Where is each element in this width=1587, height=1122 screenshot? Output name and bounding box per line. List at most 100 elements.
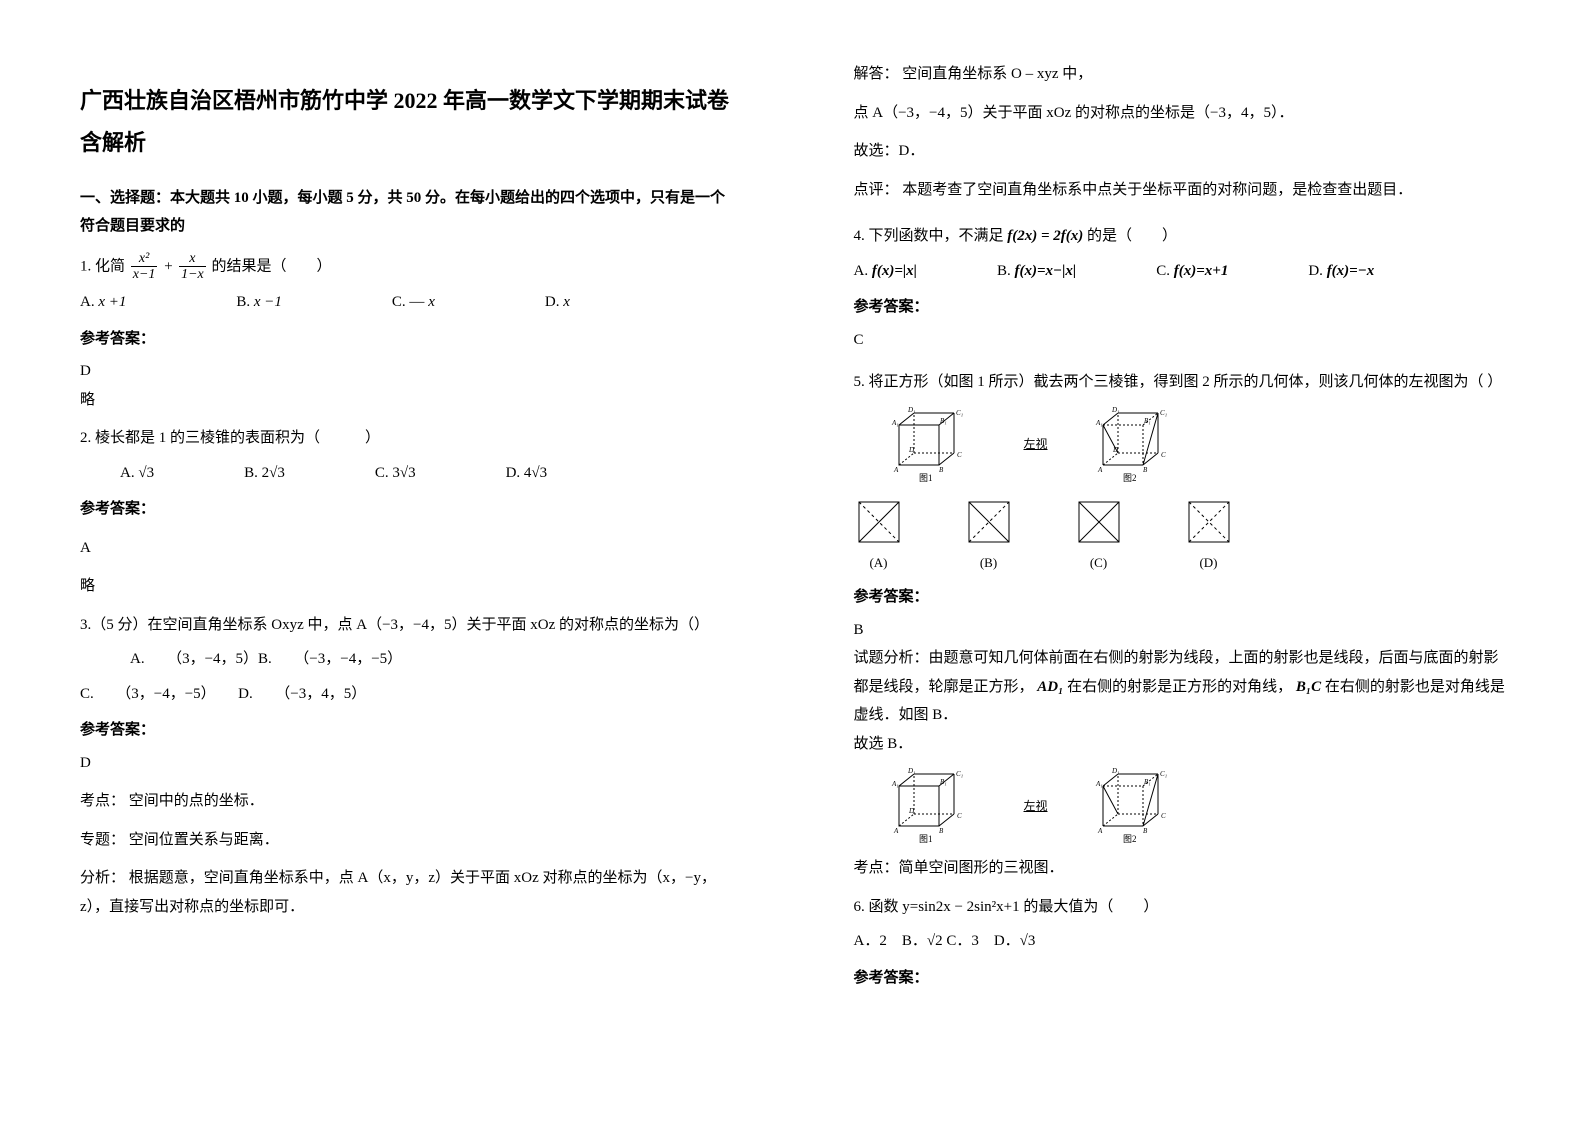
view-A-icon — [854, 497, 904, 547]
cube-fig1-icon: A B C D A₁ B₁ C₁ D₁ 图1 — [854, 405, 1014, 485]
q3-jieda-l2: 点 A（−3，−4，5）关于平面 xOz 的对称点的坐标是（−3，4，5）． — [854, 99, 1508, 128]
zuoshi-label-2: 左视 — [1024, 795, 1048, 818]
svg-text:D: D — [908, 807, 914, 815]
q2-optB: B. 2√3 — [244, 459, 285, 488]
q3-optsCD: C. （3，−4，−5） D. （−3，4，5） — [80, 680, 734, 709]
q1-answer: D — [80, 357, 734, 386]
view-C-icon — [1074, 497, 1124, 547]
q4-answer: C — [854, 326, 1508, 355]
view-A: (A) — [854, 497, 904, 576]
q4-answer-label: 参考答案： — [854, 293, 1508, 322]
q2-answer-label: 参考答案： — [80, 495, 734, 524]
svg-text:B₁: B₁ — [1144, 778, 1151, 786]
q1-answer-label: 参考答案： — [80, 325, 734, 354]
svg-text:B₁: B₁ — [940, 778, 947, 786]
q1-stem-post: 的结果是（ ） — [211, 258, 331, 274]
q1-stem-pre: 1. 化简 — [80, 258, 129, 274]
q2-options: A. √3 B. 2√3 C. 3√3 D. 4√3 — [120, 459, 734, 488]
right-column: 解答： 空间直角坐标系 O – xyz 中， 点 A（−3，−4，5）关于平面 … — [794, 0, 1587, 1122]
svg-text:A₁: A₁ — [891, 780, 899, 788]
svg-text:D: D — [1112, 446, 1118, 454]
q3-jieda: 解答： 空间直角坐标系 O – xyz 中， — [854, 60, 1508, 89]
q3-fenxi: 分析： 根据题意，空间直角坐标系中，点 A（x，y，z）关于平面 xOz 对称点… — [80, 864, 734, 921]
q3-stem: 3.（5 分）在空间直角坐标系 Oxyz 中，点 A（−3，−4，5）关于平面 … — [80, 611, 734, 640]
svg-text:A₁: A₁ — [891, 419, 899, 427]
svg-text:B: B — [1143, 466, 1148, 474]
q1-options: A. x +1 B. x −1 C. — x D. x — [80, 288, 734, 317]
q5-figures-2: A B C D A₁ B₁ C₁ D₁ 图1 左视 A — [854, 766, 1508, 846]
svg-text:D₁: D₁ — [907, 406, 916, 414]
q5-shiti: 试题分析：由题意可知几何体前面在右侧的射影为线段，上面的射影也是线段，后面与底面… — [854, 644, 1508, 730]
q4-optD: D. f(x)=−x — [1308, 257, 1374, 286]
svg-text:C: C — [957, 451, 962, 459]
q3-answer: D — [80, 749, 734, 778]
svg-text:A₁: A₁ — [1095, 780, 1103, 788]
q4-optB: B. f(x)=x−|x| — [997, 257, 1076, 286]
q1-optD: D. x — [545, 288, 570, 317]
svg-text:A: A — [893, 827, 899, 835]
q5-views: (A) (B) (C) (D) — [854, 497, 1508, 576]
svg-text:D₁: D₁ — [1111, 406, 1120, 414]
svg-text:B₁: B₁ — [1144, 417, 1151, 425]
svg-text:C: C — [1161, 812, 1166, 820]
view-B-icon — [964, 497, 1014, 547]
svg-text:D: D — [908, 446, 914, 454]
svg-text:图2: 图2 — [1123, 473, 1137, 483]
cube-fig2-icon: A B C D A₁ B₁ C₁ D₁ 图2 — [1058, 405, 1218, 485]
q5-stem: 5. 将正方形（如图 1 所示）截去两个三棱锥，得到图 2 所示的几何体，则该几… — [854, 368, 1508, 397]
q1-optC: C. — x — [392, 288, 435, 317]
svg-text:A: A — [1097, 827, 1103, 835]
q3-answer-label: 参考答案： — [80, 716, 734, 745]
q5-figures: A B C D A₁ B₁ C₁ D₁ 图1 左视 A — [854, 405, 1508, 485]
zuoshi-label: 左视 — [1024, 433, 1048, 456]
svg-text:图1: 图1 — [919, 834, 933, 844]
q1-optA: A. x +1 — [80, 288, 126, 317]
page-title: 广西壮族自治区梧州市筋竹中学 2022 年高一数学文下学期期末试卷含解析 — [80, 80, 734, 164]
section-1-head: 一、选择题：本大题共 10 小题，每小题 5 分，共 50 分。在每小题给出的四… — [80, 184, 734, 241]
q1-frac2: x1−x — [179, 251, 206, 283]
svg-text:C: C — [1161, 451, 1166, 459]
q4-optC: C. f(x)=x+1 — [1156, 257, 1228, 286]
q1-stem: 1. 化简 x²x−1 + x1−x 的结果是（ ） — [80, 251, 734, 283]
q2-optA: A. √3 — [120, 459, 154, 488]
svg-text:C: C — [957, 812, 962, 820]
svg-text:A: A — [893, 466, 899, 474]
view-B: (B) — [964, 497, 1014, 576]
svg-text:D₁: D₁ — [907, 767, 916, 775]
q1-note: 略 — [80, 386, 734, 415]
q6-stem: 6. 函数 y=sin2x − 2sin²x+1 的最大值为（ ） — [854, 893, 1508, 922]
q1-frac1: x²x−1 — [131, 251, 158, 283]
svg-text:A₁: A₁ — [1095, 419, 1103, 427]
q5-answer: B — [854, 616, 1508, 645]
view-C: (C) — [1074, 497, 1124, 576]
q2-optC: C. 3√3 — [375, 459, 416, 488]
q4-options: A. f(x)=|x| B. f(x)=x−|x| C. f(x)=x+1 D.… — [854, 257, 1508, 286]
svg-text:B₁: B₁ — [940, 417, 947, 425]
q3-kaodian: 考点： 空间中的点的坐标． — [80, 787, 734, 816]
view-D-icon — [1184, 497, 1234, 547]
cube-fig1b-icon: A B C D A₁ B₁ C₁ D₁ 图1 — [854, 766, 1014, 846]
q5-conclude: 故选 B． — [854, 730, 1508, 759]
q2-note: 略 — [80, 572, 734, 601]
svg-text:C₁: C₁ — [956, 770, 963, 778]
svg-text:C₁: C₁ — [956, 409, 963, 417]
q2-optD: D. 4√3 — [506, 459, 548, 488]
svg-text:A: A — [1097, 466, 1103, 474]
q4-optA: A. f(x)=|x| — [854, 257, 917, 286]
q6-options: A．2 B．√2 C．3 D．√3 — [854, 927, 1508, 956]
view-D: (D) — [1184, 497, 1234, 576]
svg-text:图2: 图2 — [1123, 834, 1137, 844]
svg-text:C₁: C₁ — [1160, 409, 1167, 417]
left-column: 广西壮族自治区梧州市筋竹中学 2022 年高一数学文下学期期末试卷含解析 一、选… — [0, 0, 794, 1122]
svg-text:B: B — [939, 827, 944, 835]
q4-f2x: f(2x) = 2f(x) — [1007, 228, 1083, 244]
q3-optsAB: A. （3，−4，5）B. （−3，−4，−5） — [130, 645, 734, 674]
cube-fig2b-icon: A B C A₁ B₁ C₁ D₁ 图2 — [1058, 766, 1218, 846]
q5-kaodian: 考点：简单空间图形的三视图． — [854, 854, 1508, 883]
q4-stem: 4. 下列函数中，不满足 f(2x) = 2f(x) 的是（ ） — [854, 222, 1508, 251]
svg-text:B: B — [1143, 827, 1148, 835]
q3-zhuanti: 专题： 空间位置关系与距离． — [80, 826, 734, 855]
q1-optB: B. x −1 — [236, 288, 282, 317]
q3-dianping: 点评： 本题考查了空间直角坐标系中点关于坐标平面的对称问题，是检查查出题目． — [854, 176, 1508, 205]
svg-text:图1: 图1 — [919, 473, 933, 483]
